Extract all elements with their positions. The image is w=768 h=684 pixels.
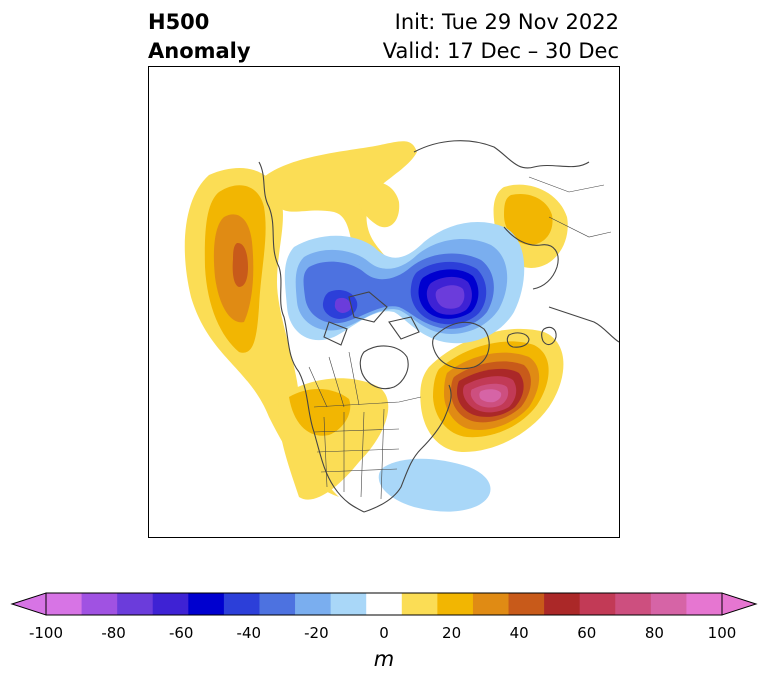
border-us-states bbox=[313, 408, 400, 500]
plot-dates: Init: Tue 29 Nov 2022 Valid: 17 Dec – 30… bbox=[383, 8, 619, 66]
coast-greenland bbox=[432, 321, 490, 370]
colorbar-box bbox=[615, 593, 652, 615]
coastlines bbox=[258, 140, 619, 513]
colorbar-outline bbox=[45, 592, 723, 616]
colorbar-tick-label: -40 bbox=[236, 624, 262, 642]
coast-arcticisles bbox=[323, 291, 420, 346]
colorbar-box bbox=[366, 593, 403, 615]
colorbar-under-arrow bbox=[10, 592, 47, 616]
anomaly-map bbox=[148, 66, 620, 538]
map-canvas bbox=[184, 140, 619, 513]
coast-europe bbox=[548, 306, 619, 343]
colorbar-tick-label: 40 bbox=[509, 624, 529, 642]
colorbar-box bbox=[188, 593, 225, 615]
anomaly-contours bbox=[184, 141, 568, 512]
colorbar-box bbox=[401, 593, 438, 615]
colorbar-tick-label: 60 bbox=[577, 624, 597, 642]
colorbar-box bbox=[650, 593, 687, 615]
colorbar-box bbox=[117, 593, 154, 615]
ridge-west-80 bbox=[232, 242, 248, 287]
colorbar-box bbox=[508, 593, 545, 615]
valid-range: Valid: 17 Dec – 30 Dec bbox=[382, 39, 619, 63]
colorbar-tick-label: 0 bbox=[379, 624, 389, 642]
trough-arctic-140 bbox=[435, 285, 465, 309]
colorbar-box bbox=[46, 593, 83, 615]
colorbar-box bbox=[472, 593, 510, 615]
colorbar-box bbox=[686, 593, 723, 615]
borders bbox=[308, 176, 612, 500]
colorbar-box bbox=[152, 593, 189, 615]
ridge-swus-40 bbox=[289, 388, 351, 436]
colorbar-tick-label: -60 bbox=[168, 624, 194, 642]
border-canada-prov bbox=[308, 351, 360, 408]
colorbar-box bbox=[437, 593, 474, 615]
colorbar-over-arrow bbox=[721, 592, 758, 616]
colorbar-tick-label: 100 bbox=[707, 624, 737, 642]
coast-scandinavia bbox=[503, 226, 559, 290]
colorbar-box bbox=[330, 593, 367, 615]
colorbar-boxes bbox=[46, 593, 723, 615]
coast-siberia bbox=[413, 140, 590, 169]
coast-uk bbox=[541, 326, 557, 346]
ridge-north-20b bbox=[357, 182, 400, 228]
coast-westna bbox=[298, 371, 365, 513]
trough-seus-20 bbox=[378, 458, 491, 512]
coast-iceland bbox=[506, 332, 530, 348]
colorbar-box bbox=[259, 593, 296, 615]
ridge-siberia-40 bbox=[504, 193, 553, 245]
colorbar-box bbox=[223, 593, 260, 615]
colorbar-box bbox=[544, 593, 581, 615]
colorbar-tick-label: -100 bbox=[28, 624, 64, 642]
colorbar-tick-label: -80 bbox=[101, 624, 126, 642]
title-anomaly: Anomaly bbox=[148, 39, 251, 63]
colorbar-unit: m bbox=[373, 647, 395, 671]
colorbar-box bbox=[295, 593, 332, 615]
colorbar-tick-label: 80 bbox=[644, 624, 664, 642]
border-russia bbox=[528, 176, 612, 238]
coast-eastna bbox=[363, 384, 452, 513]
trough-canada-100 bbox=[334, 297, 352, 313]
colorbar-tick-label: -20 bbox=[304, 624, 329, 642]
coast-hudson bbox=[359, 345, 409, 390]
init-date: Init: Tue 29 Nov 2022 bbox=[394, 10, 619, 34]
colorbar-tick-label: 20 bbox=[442, 624, 462, 642]
colorbar bbox=[10, 592, 758, 616]
ridge-north-20 bbox=[263, 141, 417, 283]
title-variable: H500 bbox=[148, 10, 210, 34]
ridge-atlantic-160 bbox=[479, 389, 502, 403]
plot-title: H500 Anomaly bbox=[148, 8, 251, 66]
coast-alaska bbox=[258, 161, 300, 373]
colorbar-box bbox=[81, 593, 118, 615]
colorbar-box bbox=[579, 593, 616, 615]
border-us-canada bbox=[313, 396, 422, 408]
